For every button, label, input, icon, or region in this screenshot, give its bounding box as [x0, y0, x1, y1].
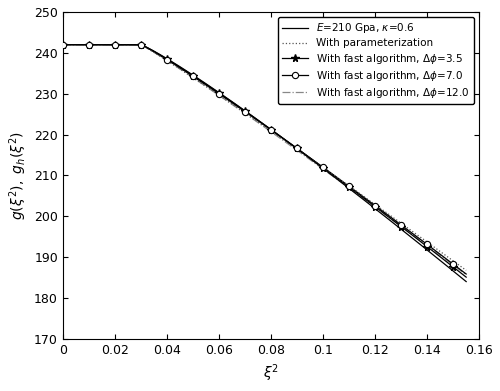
Y-axis label: $g(\xi^2),\ g_h(\xi^2)$: $g(\xi^2),\ g_h(\xi^2)$ [7, 131, 28, 220]
Legend: $E$=210 Gpa, $\kappa$=0.6, With parameterization, With fast algorithm, $\Delta\p: $E$=210 Gpa, $\kappa$=0.6, With paramete… [278, 17, 474, 104]
X-axis label: $\xi^2$: $\xi^2$ [263, 362, 279, 384]
